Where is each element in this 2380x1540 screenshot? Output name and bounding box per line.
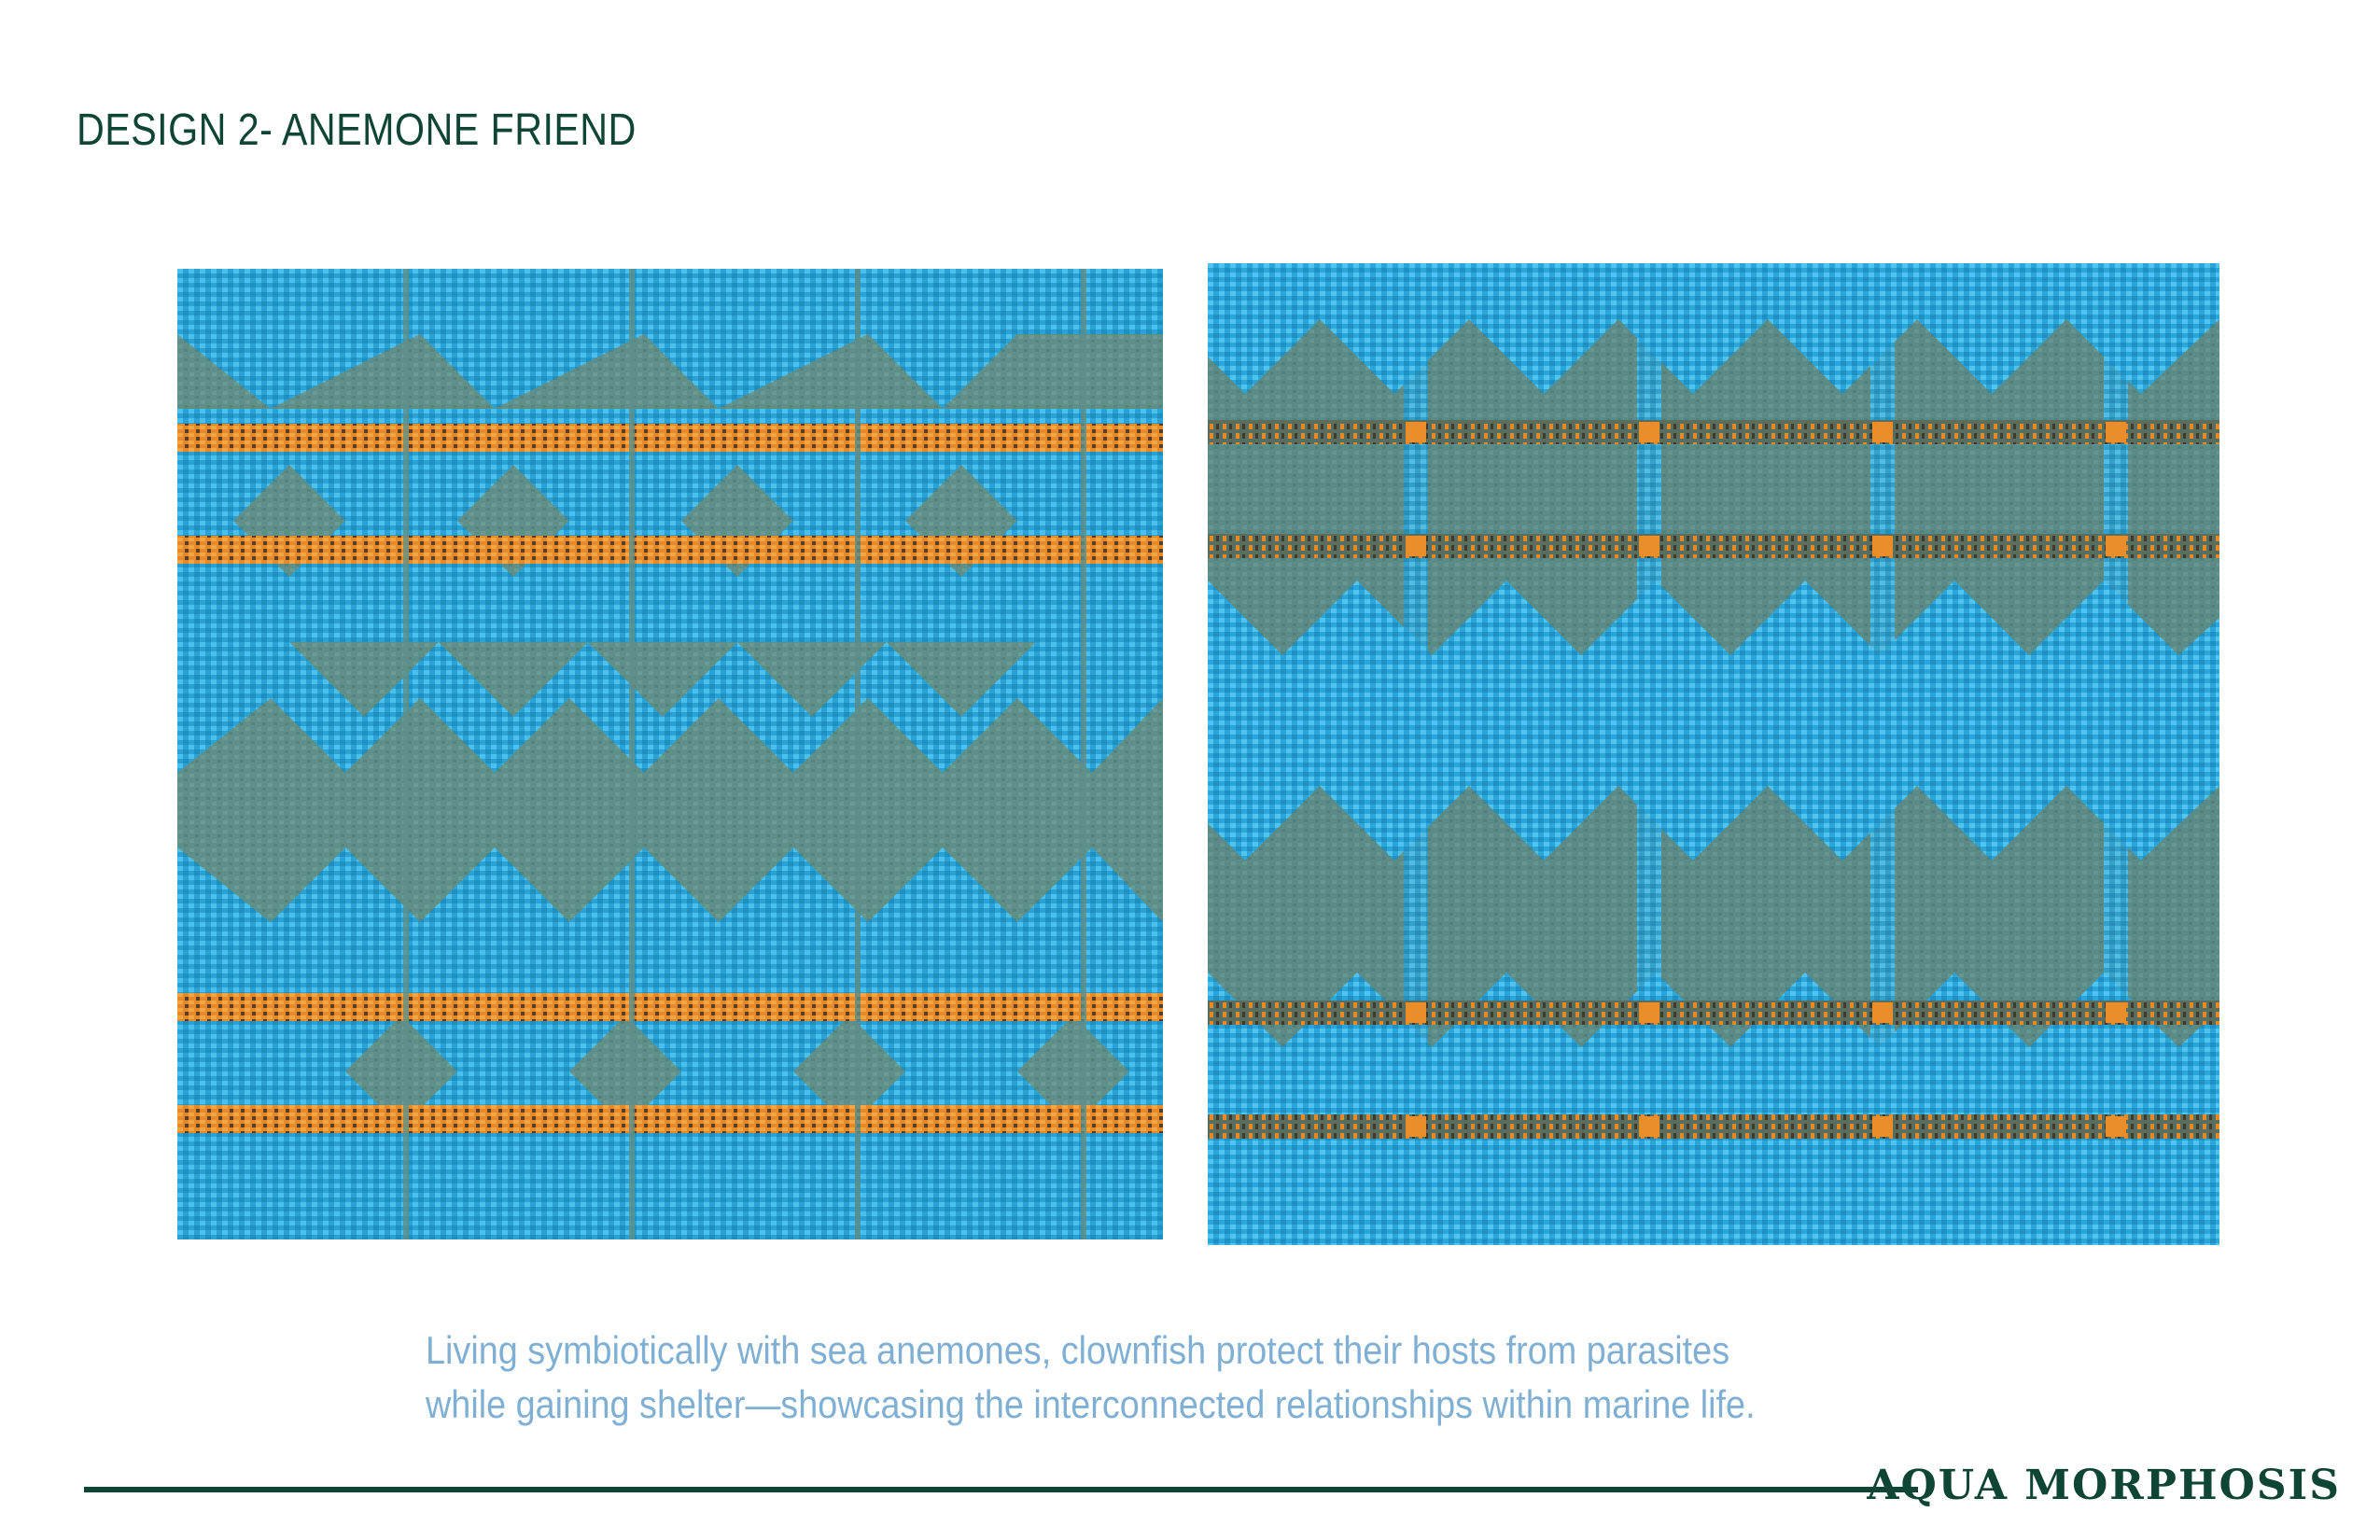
caption-line-1: Living symbiotically with sea anemones, …: [426, 1328, 1730, 1372]
footer-divider: [84, 1487, 1918, 1492]
caption-line-2: while gaining shelter—showcasing the int…: [426, 1382, 1756, 1426]
page-title: DESIGN 2- ANEMONE FRIEND: [77, 105, 637, 155]
fabric-swatch-2: [1208, 263, 2219, 1245]
brand-logo-text: AQUA MORPHOSIS: [1867, 1462, 2341, 1509]
description-caption: Living symbiotically with sea anemones, …: [426, 1323, 1756, 1432]
fabric-swatch-1: [177, 269, 1163, 1239]
